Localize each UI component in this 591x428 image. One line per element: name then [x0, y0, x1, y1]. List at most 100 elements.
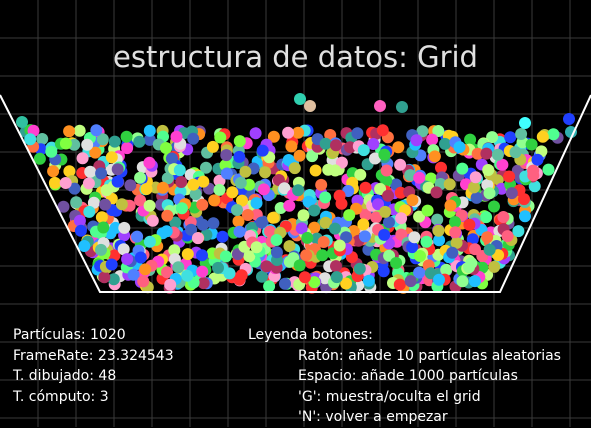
particle: [449, 226, 461, 238]
particle: [47, 165, 59, 177]
particle: [433, 225, 445, 237]
legend-heading: Leyenda botones:: [248, 325, 561, 346]
particle: [563, 113, 575, 125]
particle: [329, 223, 341, 235]
particle: [187, 133, 199, 145]
particle: [60, 138, 72, 150]
particle: [83, 206, 95, 218]
particle: [135, 252, 147, 264]
particle: [481, 231, 493, 243]
particle: [543, 164, 555, 176]
particle: [411, 134, 423, 146]
particle: [315, 179, 327, 191]
particle: [484, 244, 496, 256]
particle: [359, 230, 371, 242]
particle: [413, 172, 425, 184]
particle: [217, 231, 229, 243]
particle: [234, 135, 246, 147]
particle: [207, 217, 219, 229]
particle: [357, 218, 369, 230]
particle: [502, 230, 514, 242]
particle: [395, 212, 407, 224]
particle: [236, 269, 248, 281]
particle: [97, 222, 109, 234]
particle: [84, 166, 96, 178]
particle: [257, 145, 269, 157]
particle: [271, 234, 283, 246]
particle: [510, 146, 522, 158]
particle: [379, 206, 391, 218]
particle: [172, 261, 184, 273]
particle: [294, 259, 306, 271]
particle: [261, 260, 273, 272]
particle: [24, 133, 36, 145]
particle: [439, 138, 451, 150]
particle: [95, 167, 107, 179]
particle: [334, 190, 346, 202]
particle: [161, 210, 173, 222]
stat-draw-time-label: T. dibujado:: [13, 368, 94, 384]
particle: [96, 211, 108, 223]
particle: [196, 249, 208, 261]
particle: [60, 177, 72, 189]
particle: [16, 116, 28, 128]
particle: [444, 178, 456, 190]
particle: [63, 125, 75, 137]
particle: [320, 138, 332, 150]
particle: [330, 139, 342, 151]
particle: [182, 248, 194, 260]
particle: [463, 261, 475, 273]
particle: [506, 187, 518, 199]
particle: [175, 176, 187, 188]
particle: [421, 236, 433, 248]
particle: [304, 100, 316, 112]
particle: [147, 215, 159, 227]
particle: [298, 209, 310, 221]
particle: [488, 261, 500, 273]
particle: [70, 196, 82, 208]
particle: [220, 250, 232, 262]
particle: [263, 280, 275, 292]
particle: [256, 271, 268, 283]
particle: [267, 212, 279, 224]
particle: [351, 127, 363, 139]
particle: [112, 163, 124, 175]
particle: [334, 240, 346, 252]
particle: [77, 152, 89, 164]
particle: [383, 216, 395, 228]
particle: [526, 139, 538, 151]
particle: [378, 265, 390, 277]
legend-item-space: Espacio: añade 1000 partículas: [248, 366, 561, 387]
particle: [480, 211, 492, 223]
particle: [143, 157, 155, 169]
particle: [106, 259, 118, 271]
particle: [319, 191, 331, 203]
particle: [95, 244, 107, 256]
particle: [330, 260, 342, 272]
particle: [308, 205, 320, 217]
particle: [131, 231, 143, 243]
particle: [116, 198, 128, 210]
particle: [468, 181, 480, 193]
particle-layer: [16, 93, 577, 294]
particle: [121, 142, 133, 154]
particle: [405, 275, 417, 287]
particle: [98, 271, 110, 283]
particle: [426, 134, 438, 146]
particle: [234, 226, 246, 238]
particle: [504, 131, 516, 143]
particle: [208, 194, 220, 206]
particle: [235, 177, 247, 189]
particle: [381, 165, 393, 177]
particle: [470, 171, 482, 183]
particle: [331, 271, 343, 283]
particle: [45, 146, 57, 158]
stat-framerate-value: 23.324543: [98, 348, 174, 364]
particle: [480, 148, 492, 160]
legend-item-grid: 'G': muestra/oculta el grid: [248, 387, 561, 408]
particle: [414, 250, 426, 262]
particle: [532, 154, 544, 166]
particle: [519, 210, 531, 222]
particle: [271, 246, 283, 258]
particle: [166, 153, 178, 165]
